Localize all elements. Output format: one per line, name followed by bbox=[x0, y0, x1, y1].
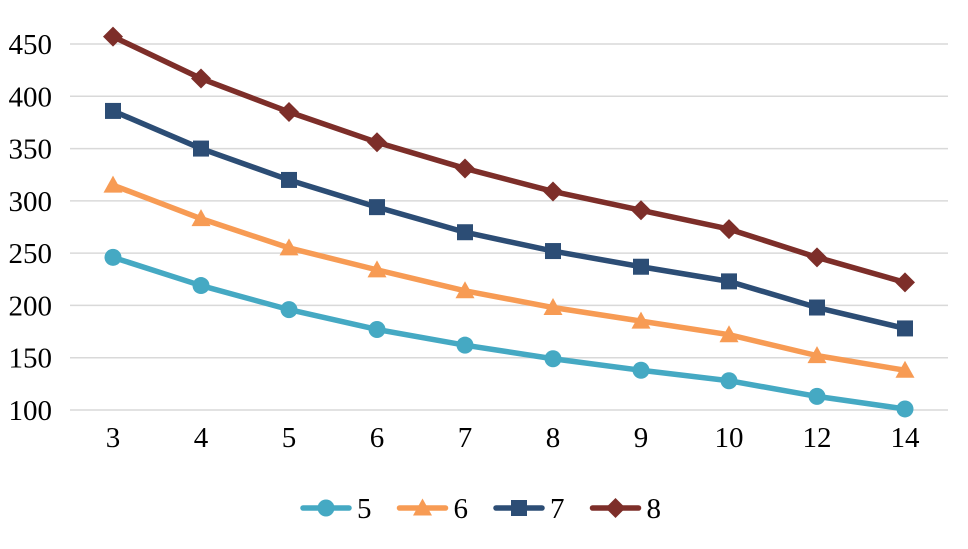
x-tick-label: 14 bbox=[891, 422, 921, 454]
x-tick-label: 3 bbox=[106, 422, 121, 454]
series-5-marker-circle bbox=[280, 301, 298, 319]
series-5-marker-circle bbox=[632, 361, 650, 379]
series-8-marker-diamond bbox=[719, 219, 739, 240]
series-6-marker-triangle bbox=[191, 209, 211, 227]
series-line-6 bbox=[110, 182, 908, 374]
series-line-8 bbox=[110, 33, 908, 286]
y-tick-label: 450 bbox=[9, 29, 53, 61]
series-6-marker-triangle bbox=[455, 281, 475, 299]
x-tick-label: 8 bbox=[546, 422, 561, 454]
x-tick-label: 12 bbox=[803, 422, 832, 454]
legend-marker-triangle bbox=[413, 498, 432, 516]
series-line-7 bbox=[110, 108, 908, 332]
y-tick-label: 350 bbox=[9, 134, 53, 166]
y-tick-label: 100 bbox=[9, 395, 53, 427]
series-8-marker-diamond bbox=[543, 181, 563, 202]
series-line-5 bbox=[110, 254, 908, 412]
series-5-marker-circle bbox=[544, 350, 562, 368]
series-7-marker-square bbox=[281, 171, 297, 188]
y-tick-label: 400 bbox=[9, 81, 53, 113]
series-8-marker-diamond bbox=[895, 272, 915, 293]
series-6-marker-triangle bbox=[895, 360, 915, 378]
series-8-marker-diamond bbox=[455, 158, 475, 179]
series-5-marker-circle bbox=[456, 336, 474, 354]
x-tick-label: 6 bbox=[370, 422, 385, 454]
series-7-marker-square bbox=[633, 258, 649, 275]
x-tick-label: 7 bbox=[458, 422, 473, 454]
series-6-marker-triangle bbox=[631, 311, 651, 329]
series-7-marker-square bbox=[457, 224, 473, 241]
series-7-marker-square bbox=[369, 199, 385, 216]
series-7-marker-square bbox=[809, 299, 825, 316]
series-6-marker-triangle bbox=[719, 325, 739, 343]
legend-marker-circle bbox=[317, 499, 335, 517]
series-5-marker-circle bbox=[192, 277, 210, 295]
series-7-marker-square bbox=[897, 320, 913, 337]
series-8-marker-diamond bbox=[191, 68, 211, 89]
series-7-marker-square bbox=[193, 140, 209, 157]
series-8-marker-diamond bbox=[279, 101, 299, 122]
series-6-marker-triangle bbox=[543, 298, 563, 316]
series-5-marker-circle bbox=[104, 248, 122, 266]
x-tick-label: 9 bbox=[634, 422, 649, 454]
series-6-marker-triangle bbox=[103, 175, 123, 193]
legend-marker-diamond bbox=[605, 498, 626, 518]
series-7-marker-square bbox=[545, 243, 561, 260]
x-tick-label: 10 bbox=[715, 422, 744, 454]
series-7-marker-square bbox=[721, 273, 737, 290]
series-7-marker-square bbox=[105, 102, 121, 119]
legend-label-8: 8 bbox=[647, 493, 662, 525]
series-6-marker-triangle bbox=[367, 260, 387, 278]
y-tick-label: 150 bbox=[9, 343, 53, 375]
legend-marker-square bbox=[511, 500, 527, 516]
legend-label-5: 5 bbox=[357, 493, 372, 525]
series-5-marker-circle bbox=[368, 320, 386, 338]
series-8-marker-diamond bbox=[807, 247, 827, 268]
x-tick-label: 5 bbox=[282, 422, 297, 454]
legend-label-7: 7 bbox=[550, 493, 565, 525]
x-tick-label: 4 bbox=[194, 422, 209, 454]
series-6-marker-triangle bbox=[279, 238, 299, 256]
series-5-marker-circle bbox=[896, 400, 914, 418]
y-tick-label: 250 bbox=[9, 238, 53, 270]
series-5-marker-circle bbox=[720, 372, 738, 390]
y-tick-label: 200 bbox=[9, 290, 53, 322]
series-5-marker-circle bbox=[808, 387, 826, 405]
series-8-marker-diamond bbox=[367, 132, 387, 153]
series-8-marker-diamond bbox=[631, 200, 651, 221]
y-tick-label: 300 bbox=[9, 186, 53, 218]
legend-label-6: 6 bbox=[454, 493, 469, 525]
series-8-marker-diamond bbox=[103, 26, 123, 47]
series-6-marker-triangle bbox=[807, 346, 827, 364]
